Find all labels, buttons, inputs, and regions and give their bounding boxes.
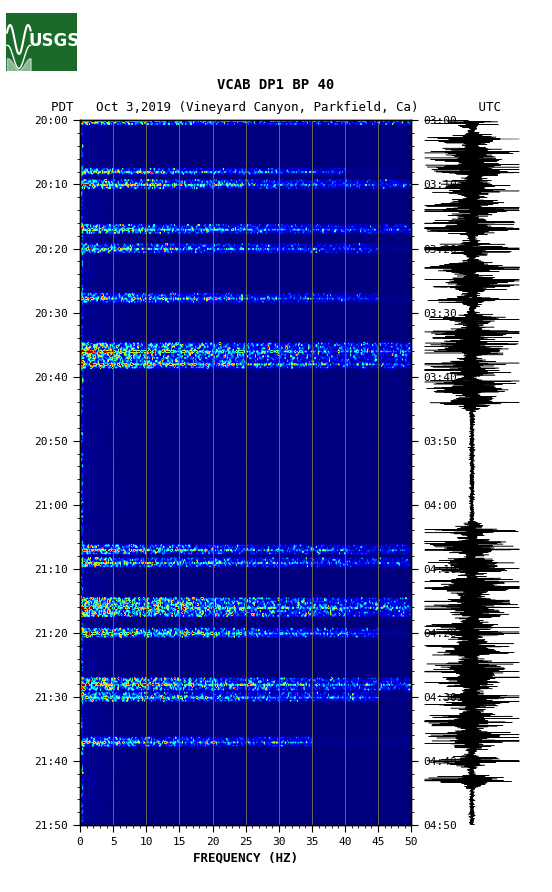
Text: VCAB DP1 BP 40: VCAB DP1 BP 40 [217,78,335,92]
FancyBboxPatch shape [6,13,77,71]
Text: PDT   Oct 3,2019 (Vineyard Canyon, Parkfield, Ca)        UTC: PDT Oct 3,2019 (Vineyard Canyon, Parkfie… [51,101,501,113]
X-axis label: FREQUENCY (HZ): FREQUENCY (HZ) [193,851,298,864]
Text: USGS: USGS [29,32,80,50]
